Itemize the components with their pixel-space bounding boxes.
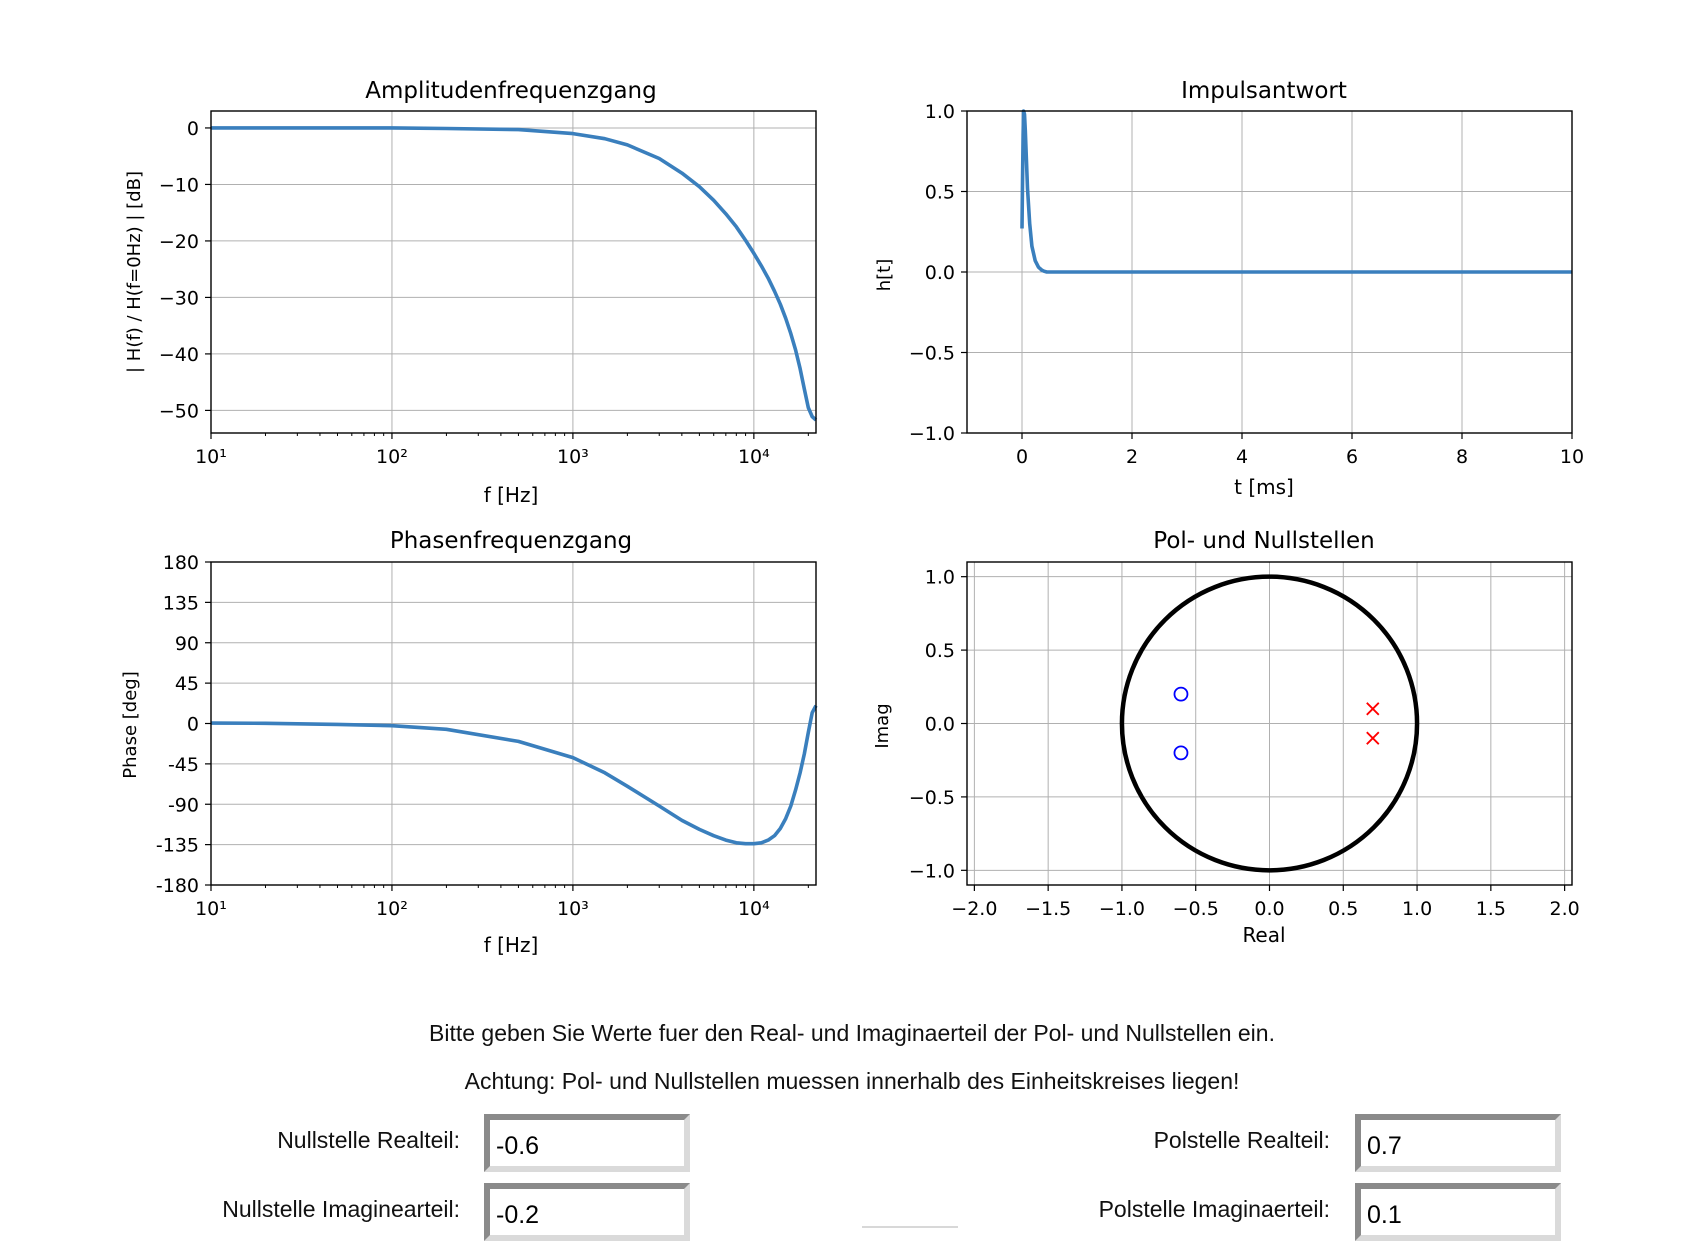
- plot-frame: [210, 110, 817, 434]
- plot-frame: [966, 110, 1573, 434]
- y-tick-label: −0.5: [909, 787, 955, 809]
- instruction-text: Bitte geben Sie Werte fuer den Real- und…: [429, 1020, 1275, 1046]
- y-axis-label: Phase [deg]: [120, 671, 141, 778]
- x-tick-label: 0.0: [1254, 898, 1284, 920]
- amplitude-chart: Amplitudenfrequenzgang f [Hz] | H(f) / H…: [124, 78, 818, 507]
- submit-button-partial[interactable]: [862, 1226, 958, 1248]
- zero-marker: [1173, 745, 1189, 761]
- y-tick-label: 0.0: [925, 262, 955, 284]
- y-tick-label: −1.0: [909, 860, 955, 882]
- zero-real-label: Nullstelle Realteil:: [277, 1127, 460, 1153]
- x-tick-label: 10⁴: [738, 898, 770, 920]
- y-tick-label: 180: [163, 552, 199, 574]
- y-tick-label: 1.0: [925, 101, 955, 123]
- y-tick-label: -180: [156, 875, 199, 897]
- x-tick-label: 6: [1346, 446, 1358, 468]
- pole-real-label: Polstelle Realteil:: [1153, 1127, 1330, 1153]
- x-axis-label: f [Hz]: [484, 483, 539, 507]
- x-tick-label: 10²: [376, 446, 408, 468]
- x-tick-label: 4: [1236, 446, 1248, 468]
- y-tick-label: 135: [163, 592, 199, 614]
- y-tick-label: −50: [159, 400, 199, 422]
- x-tick-label: −1.0: [1099, 898, 1145, 920]
- x-axis-label: Real: [1242, 923, 1285, 947]
- pole-real-input[interactable]: 0.7: [1355, 1114, 1561, 1172]
- pole-imag-label: Polstelle Imaginaerteil:: [1098, 1196, 1330, 1222]
- y-tick-label: −20: [159, 231, 199, 253]
- y-axis-label: Imag: [872, 703, 893, 748]
- plot-frame: [966, 561, 1573, 886]
- x-tick-label: 10⁴: [738, 446, 770, 468]
- y-tick-label: 90: [175, 633, 199, 655]
- y-tick-label: −0.5: [909, 343, 955, 365]
- y-tick-label: -135: [156, 835, 199, 857]
- x-tick-label: 10¹: [195, 898, 227, 920]
- y-tick-label: 0.5: [925, 640, 955, 662]
- y-tick-label: −1.0: [909, 423, 955, 445]
- chart-title: Amplitudenfrequenzgang: [365, 78, 657, 104]
- chart-title: Impulsantwort: [1181, 78, 1347, 104]
- pole-marker: [1366, 731, 1380, 745]
- x-tick-label: 0.5: [1328, 898, 1358, 920]
- y-tick-label: -45: [168, 754, 199, 776]
- y-tick-label: 1.0: [925, 567, 955, 589]
- phase-chart: Phasenfrequenzgang f [Hz] Phase [deg] 18…: [120, 528, 818, 957]
- zero-imag-input[interactable]: -0.2: [484, 1183, 690, 1241]
- y-tick-label: 0.0: [925, 714, 955, 736]
- pole-marker: [1366, 702, 1380, 716]
- x-tick-label: 10¹: [195, 446, 227, 468]
- x-tick-label: −1.5: [1025, 898, 1071, 920]
- y-tick-label: -90: [168, 794, 199, 816]
- y-tick-label: 0.5: [925, 182, 955, 204]
- x-axis-label: t [ms]: [1234, 475, 1294, 499]
- series-line: [210, 704, 818, 846]
- x-axis-label: f [Hz]: [484, 933, 539, 957]
- y-tick-label: −10: [159, 174, 199, 196]
- x-tick-label: 2: [1126, 446, 1138, 468]
- series-line: [1020, 109, 1572, 274]
- x-tick-label: 1.5: [1476, 898, 1506, 920]
- y-axis-label: | H(f) / H(f=0Hz) | [dB]: [124, 171, 145, 373]
- pole-zero-chart: Pol- und Nullstellen Real Imag 1.0 0.5 0.0…: [872, 528, 1580, 947]
- pole-marker-cross: [1366, 702, 1380, 716]
- y-tick-label: 45: [175, 673, 199, 695]
- x-tick-label: −2.0: [951, 898, 997, 920]
- zero-imag-label: Nullstelle Imaginearteil:: [222, 1196, 460, 1222]
- pole-marker-cross: [1366, 731, 1380, 745]
- warning-text: Achtung: Pol- und Nullstellen muessen in…: [464, 1068, 1240, 1094]
- x-tick-label: 8: [1456, 446, 1468, 468]
- y-tick-label: −30: [159, 287, 199, 309]
- chart-title: Pol- und Nullstellen: [1153, 528, 1374, 554]
- y-tick-label: 0: [187, 118, 199, 140]
- pole-imag-input[interactable]: 0.1: [1355, 1183, 1561, 1241]
- x-tick-label: 0: [1016, 446, 1028, 468]
- chart-title: Phasenfrequenzgang: [390, 528, 632, 554]
- y-tick-label: −40: [159, 344, 199, 366]
- y-axis-label: h[t]: [874, 259, 895, 292]
- zero-real-input[interactable]: -0.6: [484, 1114, 690, 1172]
- series-line: [211, 126, 818, 422]
- y-tick-label: 0: [187, 714, 199, 736]
- x-tick-label: 1.0: [1402, 898, 1432, 920]
- unit-circle: [1119, 574, 1420, 873]
- x-tick-label: −0.5: [1173, 898, 1219, 920]
- x-tick-label: 10³: [557, 446, 589, 468]
- zero-marker: [1173, 686, 1189, 702]
- plot-frame: [210, 561, 817, 886]
- impulse-response-chart: Impulsantwort t [ms] h[t] 1.0 0.5 0.0 −0.5 −…: [874, 78, 1584, 499]
- x-tick-label: 10: [1560, 446, 1584, 468]
- x-tick-label: 2.0: [1550, 898, 1580, 920]
- x-tick-label: 10²: [376, 898, 408, 920]
- figure: Amplitudenfrequenzgang f [Hz] | H(f) / H…: [120, 78, 1584, 957]
- x-tick-label: 10³: [557, 898, 589, 920]
